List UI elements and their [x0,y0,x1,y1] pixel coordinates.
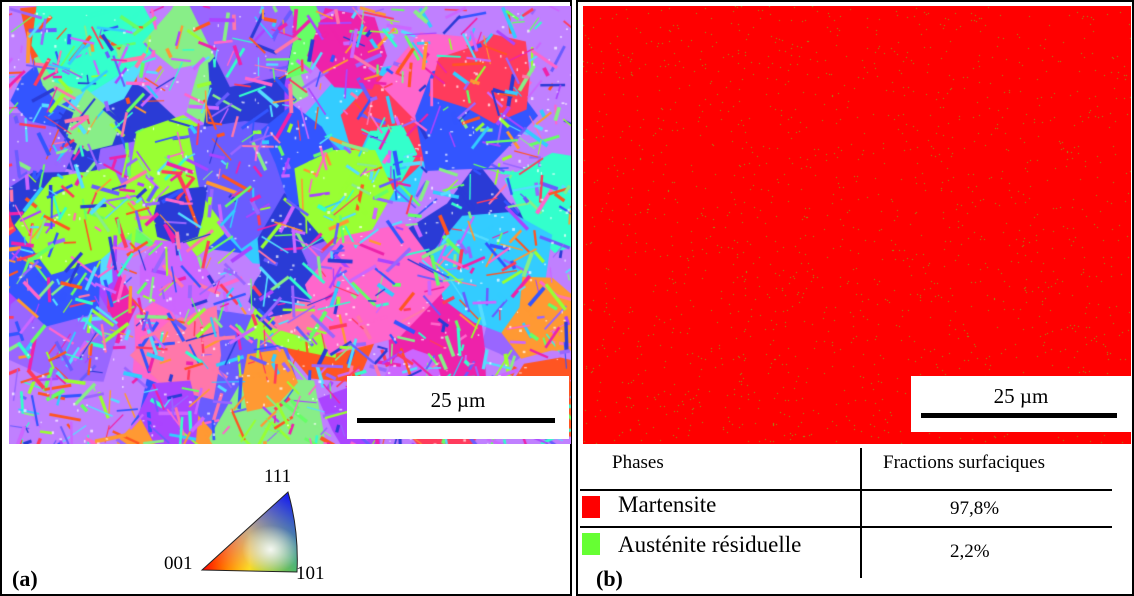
ipf-corner-111: 111 [264,466,292,487]
table-row-divider [580,526,1112,528]
scale-bar-label-a: 25 µm [430,388,486,412]
scale-bar-label-b: 25 µm [993,384,1049,408]
scale-bar-box-a: 25 µm [347,376,569,439]
scale-bar-b [921,413,1117,418]
ebsd-ipf-map-image [9,6,571,444]
scale-bar-box-b: 25 µm [911,376,1131,432]
panel-label-a: (a) [12,566,38,591]
ebsd-ipf-map-canvas [9,6,571,444]
ipf-corner-001: 001 [164,553,193,574]
scale-bar-a [357,418,555,423]
table-header-fractions: Fractions surfaciques [883,452,1045,473]
ipf-corner-101: 101 [296,563,325,584]
table-row-divider [580,489,1112,491]
table-column-divider [860,448,862,578]
panel-b-frame [576,0,1134,596]
phase-map-image [583,6,1131,444]
martensite-color-swatch [582,496,600,518]
table-header-phases: Phases [612,452,664,473]
phase-map-canvas [583,6,1131,444]
table-row-fraction-martensite: 97,8% [950,498,1000,519]
table-row-phase-austenite: Austénite résiduelle [618,532,802,557]
phase-fraction-table: Phases Fractions surfaciques Martensite … [580,446,1132,596]
panel-label-b: (b) [596,566,623,591]
table-row-fraction-austenite: 2,2% [950,541,990,562]
table-row-phase-martensite: Martensite [618,492,717,517]
austenite-color-swatch [582,533,600,555]
panel-a-frame [0,0,572,596]
ipf-color-key-triangle [200,491,298,573]
